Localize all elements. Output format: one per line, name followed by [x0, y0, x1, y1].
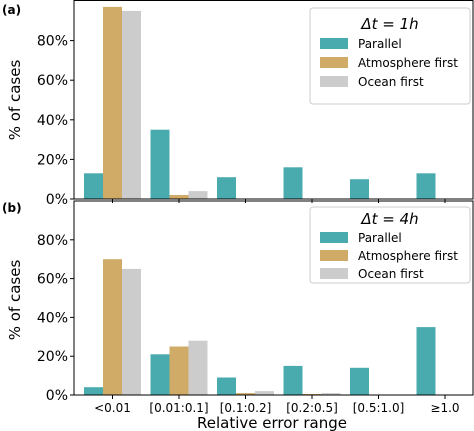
- panel-a-yticks: 0% 20% 40% 60% 80%: [37, 34, 74, 208]
- panel-a-legend-box: [309, 7, 471, 105]
- panel-b-legend: Δt = 4h Parallel Atmosphere first Ocean …: [309, 206, 471, 284]
- panel-b-xtick-label-2: [0.1:0.2]: [220, 401, 272, 415]
- panel-a-label: (a): [2, 3, 21, 17]
- panel-b-legend-title: Δt = 4h: [360, 210, 418, 228]
- panel-a-frame: [73, 0, 474, 200]
- panel-a-ytick-label-0: 0%: [46, 192, 68, 208]
- panel-b-bar-ocean-first-0: [122, 268, 141, 395]
- panel-b-bar-parallel-3: [283, 365, 303, 395]
- panel-b: (b) % of cases 0% 20% 40% 60% 80% <0.01 [0.01…: [2, 200, 474, 415]
- panel-b-bar-atmosphere-first-2: [236, 393, 255, 395]
- panel-b-xtick-label-0: <0.01: [94, 401, 131, 415]
- panel-b-ytick-label-2: 40%: [37, 310, 68, 326]
- panel-a: (a) % of cases 0% 20% 40% 60% 80% Δt = 1h Pa…: [2, 0, 474, 208]
- panel-a-ytick-label-3: 60%: [37, 73, 68, 89]
- panel-b-bar-ocean-first-2: [255, 391, 274, 395]
- panel-b-legend-label-atmosphere-first: Atmosphere first: [358, 249, 458, 263]
- panel-a-legend-title: Δt = 1h: [360, 15, 418, 33]
- panel-b-frame: [73, 200, 474, 396]
- panel-b-ytick-label-0: 0%: [46, 388, 68, 404]
- panel-a-bar-parallel-5: [416, 173, 436, 199]
- panel-b-bar-parallel-4: [350, 367, 369, 395]
- panel-a-legend-label-ocean-first: Ocean first: [358, 75, 424, 89]
- panel-a-legend-swatch-ocean-first: [320, 76, 348, 87]
- panel-b-legend-swatch-parallel: [320, 232, 348, 243]
- panel-a-bars: [84, 6, 436, 200]
- panel-b-bar-parallel-1: [150, 354, 170, 395]
- panel-a-legend-swatch-atmosphere-first: [320, 57, 348, 68]
- panel-a-bar-parallel-0: [84, 173, 103, 199]
- panel-b-legend-label-ocean-first: Ocean first: [358, 267, 424, 281]
- panel-a-ylabel: % of cases: [6, 60, 24, 141]
- x-axis-label: Relative error range: [197, 414, 347, 431]
- panel-b-xtick-label-4: [0.5:1.0]: [353, 401, 405, 415]
- panel-a-ytick-label-2: 40%: [37, 113, 68, 129]
- panel-b-ytick-label-3: 60%: [37, 272, 68, 288]
- panel-b-bars: [84, 259, 436, 395]
- panel-a-bar-ocean-first-0: [122, 10, 141, 200]
- panel-b-bar-ocean-first-3: [321, 393, 341, 395]
- panel-a-ytick-label-4: 80%: [37, 34, 68, 50]
- panel-b-xtick-label-3: [0.2:0.5]: [286, 401, 338, 415]
- panel-a-bar-parallel-3: [283, 167, 303, 199]
- panel-b-bar-atmosphere-first-0: [103, 259, 122, 395]
- panel-a-legend: Δt = 1h Parallel Atmosphere first Ocean …: [309, 7, 471, 105]
- panel-b-xtick-label-5: ≥1.0: [430, 401, 459, 415]
- panel-b-ytick-label-1: 20%: [37, 349, 68, 365]
- panel-b-legend-swatch-atmosphere-first: [320, 250, 348, 261]
- panel-b-bar-parallel-0: [84, 387, 103, 395]
- panel-b-legend-label-parallel: Parallel: [358, 231, 402, 245]
- panel-a-legend-label-atmosphere-first: Atmosphere first: [358, 56, 458, 70]
- panel-a-legend-label-parallel: Parallel: [358, 37, 402, 51]
- panel-b-label: (b): [2, 201, 22, 215]
- panel-a-bar-parallel-1: [150, 129, 170, 199]
- panel-b-bar-ocean-first-1: [188, 340, 208, 395]
- panel-a-bar-ocean-first-1: [188, 191, 208, 199]
- panel-a-ytick-label-1: 20%: [37, 152, 68, 168]
- panel-b-legend-box: [309, 206, 471, 284]
- panel-b-ytick-label-4: 80%: [37, 233, 68, 249]
- panel-b-legend-swatch-ocean-first: [320, 268, 348, 279]
- panel-a-bar-parallel-4: [350, 179, 369, 199]
- panel-a-bar-parallel-2: [217, 177, 236, 199]
- panel-a-bar-atmosphere-first-1: [169, 195, 189, 199]
- panel-b-bar-parallel-2: [217, 377, 236, 395]
- panel-a-bar-atmosphere-first-0: [103, 6, 122, 200]
- panel-a-legend-swatch-parallel: [320, 38, 348, 49]
- panel-b-yticks: 0% 20% 40% 60% 80%: [37, 233, 74, 404]
- panel-b-bar-parallel-5: [416, 327, 436, 395]
- panel-b-xtick-label-1: [0.01:0.1]: [149, 401, 208, 415]
- panel-b-ylabel: % of cases: [6, 260, 24, 341]
- panel-b-xticks: <0.01 [0.01:0.1] [0.1:0.2] [0.2:0.5] [0.5:1.…: [94, 395, 460, 415]
- panel-b-bar-atmosphere-first-1: [169, 346, 189, 395]
